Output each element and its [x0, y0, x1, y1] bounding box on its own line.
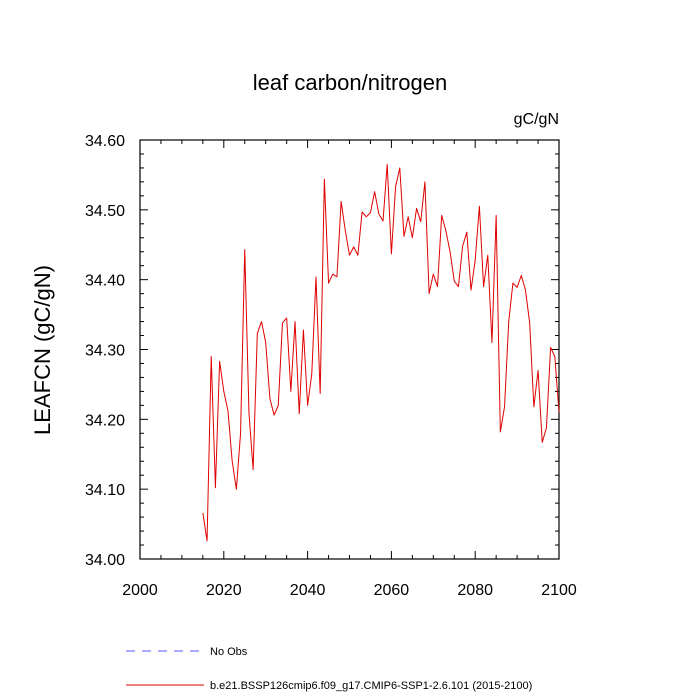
y-tick-label: 34.50 — [85, 203, 125, 220]
x-tick-label: 2100 — [541, 582, 577, 599]
y-tick-label: 34.10 — [85, 482, 125, 499]
y-tick-label: 34.60 — [85, 133, 125, 150]
chart-title: leaf carbon/nitrogen — [253, 70, 447, 95]
axis-tick-labels: 2000 2020 2040 2060 2080 2100 34.00 34.10 34.20 3… — [85, 133, 577, 599]
x-tick-label: 2060 — [374, 582, 410, 599]
plot-border — [139, 139, 560, 560]
x-tick-label: 2040 — [290, 582, 326, 599]
axis-ticks — [139, 139, 560, 560]
y-tick-label: 34.00 — [85, 552, 125, 569]
series-layer — [202, 163, 560, 542]
series-line — [202, 163, 560, 542]
y-tick-label: 34.30 — [85, 343, 125, 360]
legend: No Obs b.e21.BSSP126cmip6.f09_g17.CMIP6-… — [126, 646, 532, 692]
y-tick-label: 34.20 — [85, 412, 125, 429]
units-label: gC/gN — [514, 111, 559, 128]
x-tick-label: 2000 — [122, 582, 158, 599]
legend-label-no-obs: No Obs — [210, 646, 248, 658]
y-tick-label: 34.40 — [85, 273, 125, 290]
x-tick-label: 2080 — [457, 582, 493, 599]
x-tick-label: 2020 — [206, 582, 242, 599]
plot-frame — [139, 139, 560, 560]
legend-label-model: b.e21.BSSP126cmip6.f09_g17.CMIP6-SSP1-2.… — [210, 680, 532, 692]
y-axis-label: LEAFCN (gC/gN) — [30, 265, 55, 435]
